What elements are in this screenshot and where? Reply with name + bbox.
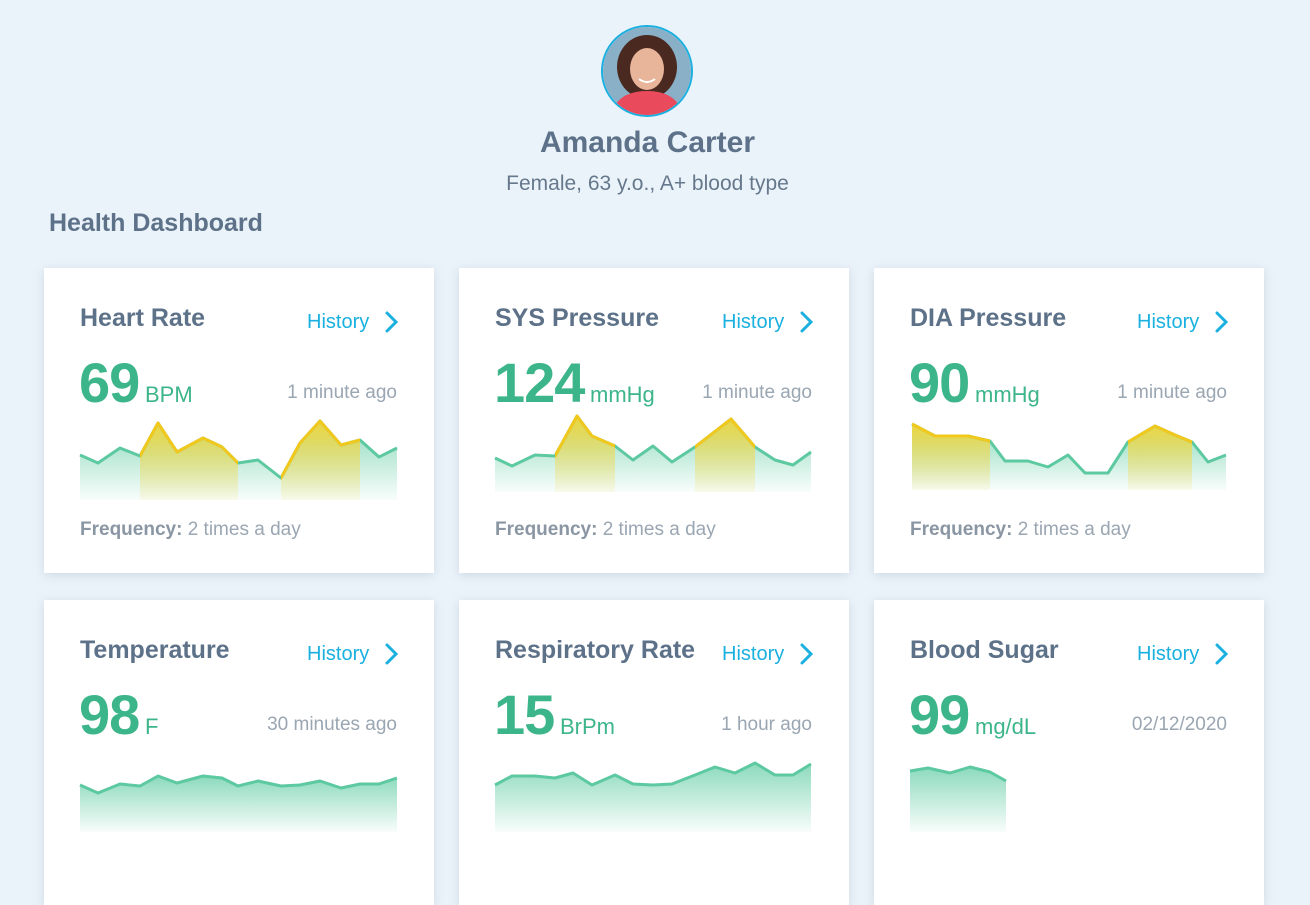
card-title: Blood Sugar (910, 636, 1059, 664)
card-title: SYS Pressure (495, 304, 659, 332)
frequency: Frequency: 2 times a day (80, 519, 301, 541)
alert-area (140, 421, 360, 500)
frequency: Frequency: 2 times a day (910, 519, 1131, 541)
chevron-path (800, 311, 814, 333)
page: Amanda Carter Female, 63 y.o., A+ blood … (44, 25, 1264, 905)
sparkline-line (494, 414, 812, 468)
card-title: DIA Pressure (910, 304, 1067, 332)
metric-unit: mmHg (975, 382, 1040, 407)
metric-card[interactable]: SYS Pressure History 124 mmHg 1 minute ago Fr… (459, 268, 849, 573)
metric-card[interactable]: Blood Sugar History 99 mg/dL 02/12/2020 (874, 600, 1264, 905)
chevron[interactable] (384, 642, 400, 666)
card-title: Temperature (80, 636, 230, 664)
sparkline-line (494, 761, 812, 787)
metric-value: 15 (494, 683, 555, 746)
metric-unit: mg/dL (975, 714, 1037, 739)
metric-value: 99 (909, 683, 970, 746)
metric-value: 69 (79, 351, 140, 414)
updated-time: 30 minutes ago (267, 714, 397, 735)
frequency-value: 2 times a day (1017, 519, 1131, 540)
history-link[interactable]: History (307, 311, 370, 333)
section-title: Health Dashboard (49, 209, 263, 237)
metric-card[interactable]: Temperature History 98 F 30 minutes ago (44, 600, 434, 905)
sparkline (911, 422, 1227, 490)
sparkline-line (79, 774, 398, 795)
frequency-label: Frequency: (910, 519, 1013, 540)
chevron-path (1215, 311, 1229, 333)
avatar-image (603, 27, 691, 115)
updated-time: 1 minute ago (702, 382, 812, 403)
metric-unit: BPM (145, 382, 193, 407)
history-link[interactable]: History (1137, 643, 1200, 665)
history-link[interactable]: History (722, 311, 785, 333)
profile-name: Amanda Carter (539, 126, 756, 159)
alert-line (140, 419, 360, 480)
profile-details: Female, 63 y.o., A+ blood type (506, 172, 789, 195)
metric-unit: F (145, 714, 159, 739)
chevron[interactable] (384, 310, 400, 334)
metric-unit: mmHg (590, 382, 655, 407)
updated-time: 02/12/2020 (1131, 714, 1227, 735)
chevron-path (385, 311, 399, 333)
metric-card[interactable]: DIA Pressure History 90 mmHg 1 minute ago Fre… (874, 268, 1264, 573)
frequency-label: Frequency: (495, 519, 598, 540)
history-link[interactable]: History (1137, 311, 1200, 333)
metric-value: 124 (494, 351, 585, 414)
chevron[interactable] (1214, 642, 1230, 666)
updated-time: 1 minute ago (1117, 382, 1227, 403)
chevron[interactable] (1214, 310, 1230, 334)
card-title: Heart Rate (80, 304, 206, 332)
card-title: Respiratory Rate (495, 636, 696, 664)
frequency: Frequency: 2 times a day (495, 519, 716, 541)
metric-unit: BrPm (560, 714, 615, 739)
sparkline-line (909, 765, 1007, 783)
chevron-path (1215, 643, 1229, 665)
frequency-label: Frequency: (80, 519, 183, 540)
frequency-value: 2 times a day (602, 519, 716, 540)
avatar[interactable] (601, 25, 693, 117)
metric-value: 90 (909, 351, 970, 414)
metric-value: 98 (79, 683, 140, 746)
updated-time: 1 minute ago (287, 382, 397, 403)
sparkline-area (910, 767, 1006, 832)
history-link[interactable]: History (722, 643, 785, 665)
metric-card[interactable]: Respiratory Rate History 15 BrPm 1 hour ago (459, 600, 849, 905)
sparkline-area (495, 763, 811, 832)
chevron-path (385, 643, 399, 665)
sparkline (494, 414, 812, 492)
frequency-value: 2 times a day (187, 519, 301, 540)
metric-card[interactable]: Heart Rate History 69 BPM 1 minute ago Freque… (44, 268, 434, 573)
chevron[interactable] (799, 310, 815, 334)
chevron-path (800, 643, 814, 665)
chevron[interactable] (799, 642, 815, 666)
sparkline (79, 419, 398, 500)
history-link[interactable]: History (307, 643, 370, 665)
updated-time: 1 hour ago (721, 714, 812, 735)
